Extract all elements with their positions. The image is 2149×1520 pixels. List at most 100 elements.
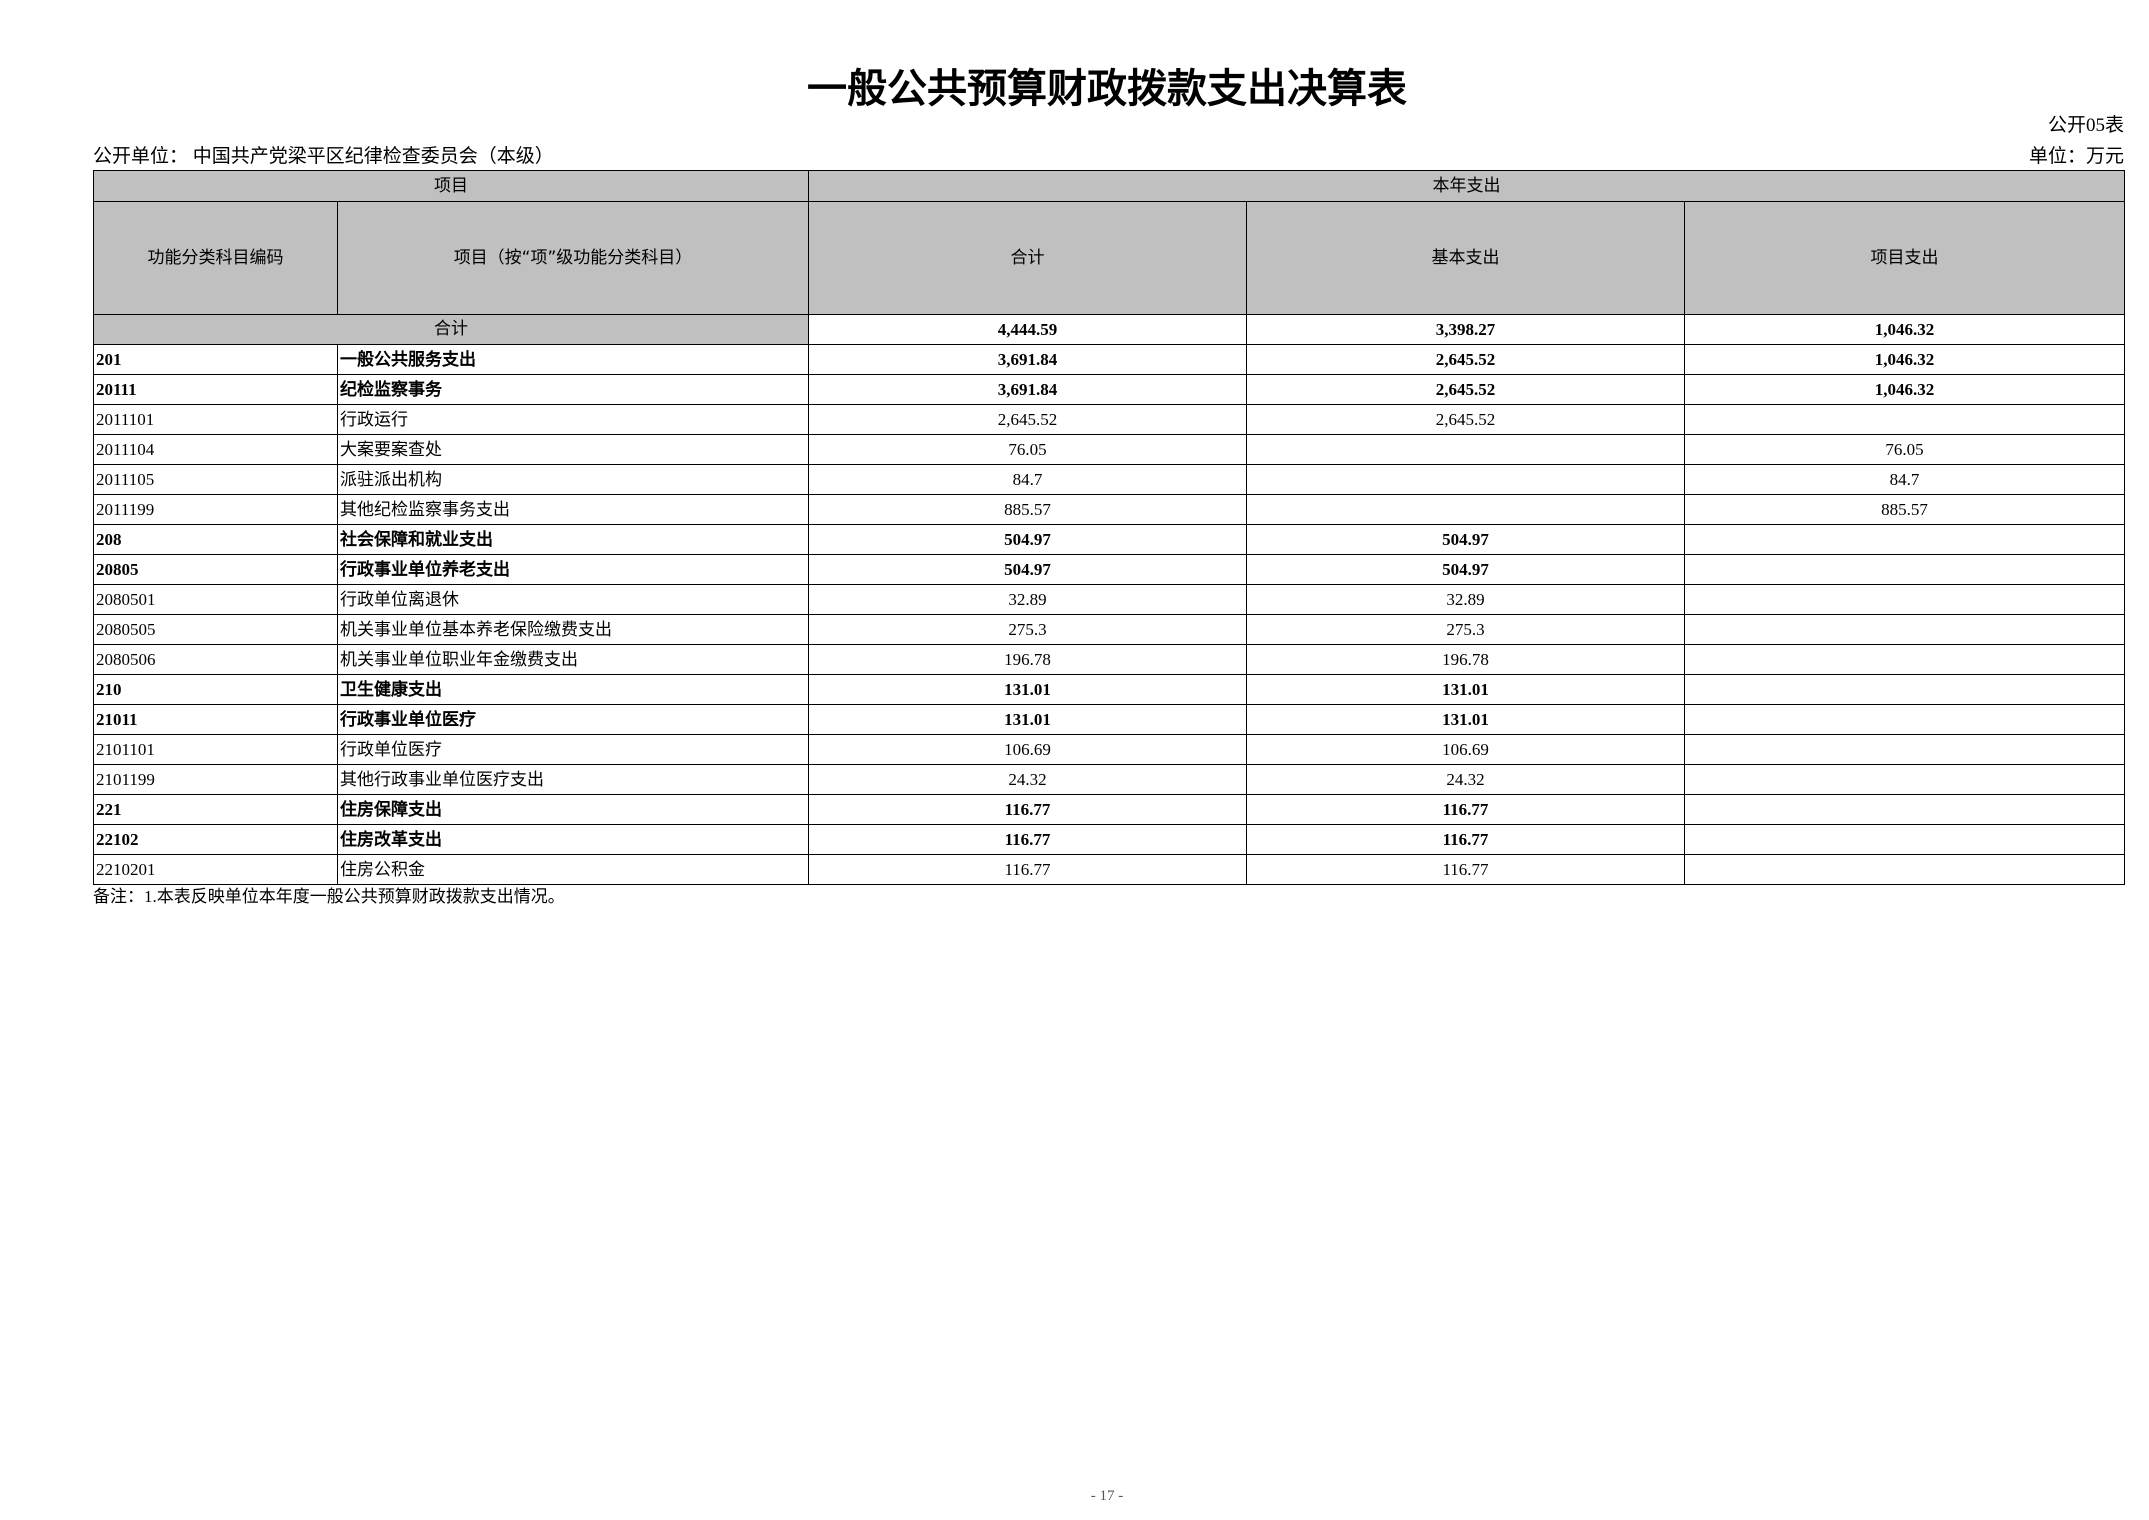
cell-name: 纪检监察事务	[337, 374, 809, 405]
cell-code: 2011104	[93, 434, 338, 465]
cell-code: 2101101	[93, 734, 338, 765]
cell-total: 116.77	[808, 794, 1247, 825]
cell-name: 行政单位医疗	[337, 734, 809, 765]
reporting-unit: 公开单位： 中国共产党梁平区纪律检查委员会（本级）	[93, 146, 554, 167]
cell-basic: 504.97	[1246, 554, 1685, 585]
cell-project	[1683, 854, 2126, 885]
cell-code: 2011105	[93, 464, 338, 495]
cell-code: 210	[93, 674, 338, 705]
cell-project	[1683, 614, 2126, 645]
cell-code: 2080505	[93, 614, 338, 645]
cell-code: 2011199	[93, 494, 338, 525]
page-number: - 17 -	[1090, 1488, 1124, 1504]
cell-basic: 116.77	[1246, 824, 1685, 855]
cell-name: 行政事业单位养老支出	[337, 554, 809, 585]
cell-total: 32.89	[808, 584, 1247, 615]
table-row: 20805 行政事业单位养老支出 504.97 504.97	[93, 554, 2126, 585]
cell-project	[1683, 524, 2126, 555]
cell-name: 行政单位离退休	[337, 584, 809, 615]
cell-code: 2080506	[93, 644, 338, 675]
table-row: 2210201 住房公积金 116.77 116.77	[93, 854, 2126, 885]
cell-total: 106.69	[808, 734, 1247, 765]
cell-total: 3,691.84	[808, 374, 1247, 405]
cell-project	[1683, 734, 2126, 765]
cell-project: 1,046.32	[1683, 344, 2126, 375]
cell-basic: 32.89	[1246, 584, 1685, 615]
table-row: 21011 行政事业单位医疗 131.01 131.01	[93, 704, 2126, 735]
cell-total: 504.97	[808, 554, 1247, 585]
total-sum: 4,444.59	[808, 314, 1247, 345]
table-row: 2011101 行政运行 2,645.52 2,645.52	[93, 404, 2126, 435]
cell-basic: 275.3	[1246, 614, 1685, 645]
table-row: 208 社会保障和就业支出 504.97 504.97	[93, 524, 2126, 555]
cell-project: 76.05	[1683, 434, 2126, 465]
cell-code: 20111	[93, 374, 338, 405]
page-title: 一般公共预算财政拨款支出决算表	[807, 66, 1407, 112]
header-total: 合计	[808, 201, 1247, 315]
cell-total: 131.01	[808, 674, 1247, 705]
cell-name: 其他行政事业单位医疗支出	[337, 764, 809, 795]
cell-name: 卫生健康支出	[337, 674, 809, 705]
cell-name: 其他纪检监察事务支出	[337, 494, 809, 525]
cell-total: 131.01	[808, 704, 1247, 735]
total-row: 合计 4,444.59 3,398.27 1,046.32	[93, 314, 2126, 345]
table-row: 2101199 其他行政事业单位医疗支出 24.32 24.32	[93, 764, 2126, 795]
cell-total: 2,645.52	[808, 404, 1247, 435]
cell-basic: 2,645.52	[1246, 374, 1685, 405]
cell-total: 885.57	[808, 494, 1247, 525]
cell-project	[1683, 764, 2126, 795]
total-label: 合计	[93, 314, 809, 345]
footnote: 备注：1.本表反映单位本年度一般公共预算财政拨款支出情况。	[93, 887, 565, 906]
cell-name: 住房改革支出	[337, 824, 809, 855]
table-row: 2011199 其他纪检监察事务支出 885.57 885.57	[93, 494, 2126, 525]
cell-code: 201	[93, 344, 338, 375]
total-basic: 3,398.27	[1246, 314, 1685, 345]
cell-basic: 131.01	[1246, 704, 1685, 735]
cell-name: 行政运行	[337, 404, 809, 435]
cell-total: 116.77	[808, 854, 1247, 885]
table-row: 20111 纪检监察事务 3,691.84 2,645.52 1,046.32	[93, 374, 2126, 405]
cell-project	[1683, 584, 2126, 615]
cell-basic	[1246, 434, 1685, 465]
cell-code: 20805	[93, 554, 338, 585]
cell-code: 2011101	[93, 404, 338, 435]
cell-project	[1683, 824, 2126, 855]
table-row: 2080501 行政单位离退休 32.89 32.89	[93, 584, 2126, 615]
cell-basic: 24.32	[1246, 764, 1685, 795]
cell-code: 2210201	[93, 854, 338, 885]
cell-name: 大案要案查处	[337, 434, 809, 465]
cell-total: 24.32	[808, 764, 1247, 795]
cell-project: 1,046.32	[1683, 374, 2126, 405]
cell-basic: 2,645.52	[1246, 404, 1685, 435]
cell-project: 84.7	[1683, 464, 2126, 495]
header-basic: 基本支出	[1246, 201, 1685, 315]
cell-basic: 116.77	[1246, 854, 1685, 885]
table-row: 2101101 行政单位医疗 106.69 106.69	[93, 734, 2126, 765]
cell-basic	[1246, 464, 1685, 495]
cell-code: 2101199	[93, 764, 338, 795]
cell-basic: 2,645.52	[1246, 344, 1685, 375]
cell-project	[1683, 644, 2126, 675]
total-project: 1,046.32	[1683, 314, 2126, 345]
cell-basic: 106.69	[1246, 734, 1685, 765]
cell-project	[1683, 674, 2126, 705]
table-number: 公开05表	[2047, 115, 2124, 136]
cell-project	[1683, 704, 2126, 735]
cell-name: 一般公共服务支出	[337, 344, 809, 375]
cell-project	[1683, 794, 2126, 825]
table-row: 2080506 机关事业单位职业年金缴费支出 196.78 196.78	[93, 644, 2126, 675]
cell-total: 275.3	[808, 614, 1247, 645]
table-row: 201 一般公共服务支出 3,691.84 2,645.52 1,046.32	[93, 344, 2126, 375]
cell-name: 机关事业单位基本养老保险缴费支出	[337, 614, 809, 645]
cell-name: 住房保障支出	[337, 794, 809, 825]
cell-code: 2080501	[93, 584, 338, 615]
table-row: 210 卫生健康支出 131.01 131.01	[93, 674, 2126, 705]
cell-basic: 504.97	[1246, 524, 1685, 555]
cell-total: 76.05	[808, 434, 1247, 465]
cell-name: 住房公积金	[337, 854, 809, 885]
cell-project: 885.57	[1683, 494, 2126, 525]
cell-basic	[1246, 494, 1685, 525]
header-name: 项目（按“项”级功能分类科目）	[337, 201, 809, 315]
cell-code: 221	[93, 794, 338, 825]
table-row: 2011104 大案要案查处 76.05 76.05	[93, 434, 2126, 465]
